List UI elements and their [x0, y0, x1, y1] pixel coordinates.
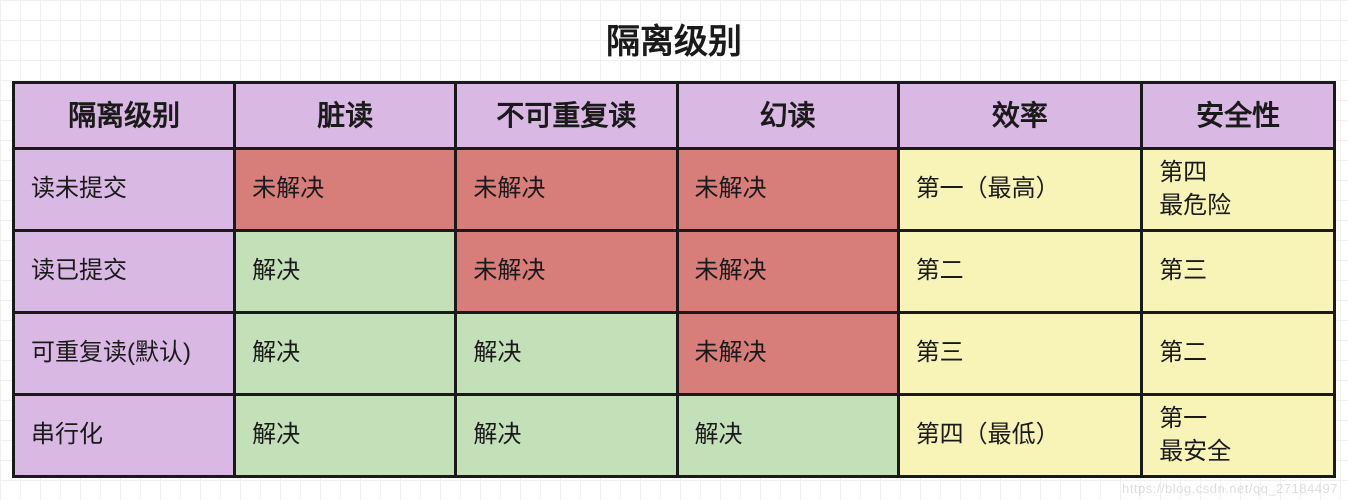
table-row: 读已提交解决未解决未解决第二第三 [14, 231, 1335, 313]
page-wrap: 隔离级别 隔离级别脏读不可重复读幻读效率安全性 读未提交未解决未解决未解决第一（… [0, 0, 1348, 478]
table-cell: 未解决 [677, 313, 898, 395]
table-header-row: 隔离级别脏读不可重复读幻读效率安全性 [14, 83, 1335, 149]
table-cell: 未解决 [456, 149, 677, 231]
table-cell: 未解决 [456, 231, 677, 313]
table-cell: 第一（最高） [898, 149, 1142, 231]
table-cell: 未解决 [235, 149, 456, 231]
table-cell: 解决 [235, 231, 456, 313]
table-cell: 第三 [898, 313, 1142, 395]
table-cell: 第一最安全 [1142, 395, 1335, 477]
table-cell: 第三 [1142, 231, 1335, 313]
table-cell: 第二 [898, 231, 1142, 313]
table-cell: 未解决 [677, 149, 898, 231]
table-row: 串行化解决解决解决第四（最低）第一最安全 [14, 395, 1335, 477]
col-header-phantom: 幻读 [677, 83, 898, 149]
table-cell: 读已提交 [14, 231, 235, 313]
isolation-level-table: 隔离级别脏读不可重复读幻读效率安全性 读未提交未解决未解决未解决第一（最高）第四… [12, 81, 1336, 478]
table-cell: 解决 [677, 395, 898, 477]
table-cell: 解决 [456, 395, 677, 477]
page-title: 隔离级别 [12, 0, 1336, 81]
table-cell: 读未提交 [14, 149, 235, 231]
table-cell: 未解决 [677, 231, 898, 313]
col-header-eff: 效率 [898, 83, 1142, 149]
table-row: 可重复读(默认)解决解决未解决第三第二 [14, 313, 1335, 395]
table-row: 读未提交未解决未解决未解决第一（最高）第四最危险 [14, 149, 1335, 231]
table-cell: 第二 [1142, 313, 1335, 395]
table-cell: 解决 [456, 313, 677, 395]
table-cell: 串行化 [14, 395, 235, 477]
table-cell: 第四最危险 [1142, 149, 1335, 231]
col-header-safety: 安全性 [1142, 83, 1335, 149]
table-cell: 第四（最低） [898, 395, 1142, 477]
watermark-text: https://blog.csdn.net/qq_27184497 [1122, 481, 1338, 496]
table-cell: 可重复读(默认) [14, 313, 235, 395]
col-header-dirty: 脏读 [235, 83, 456, 149]
table-cell: 解决 [235, 395, 456, 477]
col-header-level: 隔离级别 [14, 83, 235, 149]
table-cell: 解决 [235, 313, 456, 395]
col-header-nonrep: 不可重复读 [456, 83, 677, 149]
